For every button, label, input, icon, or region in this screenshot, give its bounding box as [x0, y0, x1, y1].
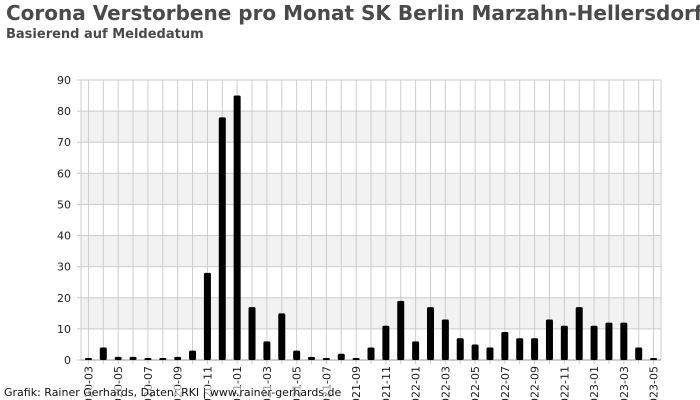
bar-2020-12 [218, 117, 226, 360]
x-tick-label: 2022-07 [499, 366, 512, 400]
bar-2023-01 [590, 325, 598, 360]
y-tick-label: 0 [64, 354, 71, 367]
bar-2022-10 [545, 319, 553, 360]
y-tick-label: 80 [57, 105, 71, 118]
bar-2021-08 [337, 353, 345, 360]
bar-2022-05 [471, 344, 479, 360]
bar-2023-05 [650, 358, 658, 360]
bar-2020-05 [114, 356, 122, 360]
y-tick-label: 70 [57, 136, 71, 149]
bar-2022-07 [501, 332, 509, 360]
bar-2020-08 [159, 358, 167, 360]
x-tick-label: 2023-05 [648, 366, 661, 400]
x-tick-label: 2022-01 [410, 366, 423, 400]
bar-2021-12 [397, 300, 405, 360]
bar-2020-03 [84, 358, 92, 360]
y-tick-label: 20 [57, 292, 71, 305]
x-tick-label: 2022-03 [439, 366, 452, 400]
bar-2021-05 [293, 350, 301, 360]
bar-2021-03 [263, 341, 271, 360]
bar-2023-03 [620, 322, 628, 360]
bar-2020-06 [129, 356, 137, 360]
bar-2021-11 [382, 325, 390, 360]
y-tick-label: 30 [57, 261, 71, 274]
source-credit: Grafik: Rainer Gerhards, Daten: RKI | ww… [4, 386, 342, 399]
bar-2022-01 [412, 341, 420, 360]
y-tick-label: 50 [57, 198, 71, 211]
bar-2022-03 [441, 319, 449, 360]
bar-2021-01 [233, 95, 241, 361]
bar-2021-07 [322, 358, 330, 360]
bars [84, 95, 658, 361]
bar-2022-09 [531, 338, 539, 360]
bar-2020-04 [99, 347, 107, 360]
bar-2021-04 [278, 313, 286, 360]
bar-2022-11 [560, 325, 568, 360]
x-tick-label: 2021-11 [380, 366, 393, 400]
bar-2020-11 [203, 272, 211, 360]
bar-2022-02 [426, 307, 434, 360]
bar-2021-09 [352, 358, 360, 360]
bar-2022-06 [486, 347, 494, 360]
x-tick-label: 2022-05 [469, 366, 482, 400]
chart-title: Corona Verstorbene pro Monat SK Berlin M… [6, 1, 700, 25]
y-tick-label: 40 [57, 230, 71, 243]
x-tick-label: 2022-09 [529, 366, 542, 400]
bar-2022-08 [516, 338, 524, 360]
y-tick-label: 90 [57, 74, 71, 87]
bar-2021-06 [308, 356, 316, 360]
bar-2021-02 [248, 307, 256, 360]
x-tick-label: 2021-09 [350, 366, 363, 400]
bar-2020-09 [174, 356, 182, 360]
bar-2023-02 [605, 322, 613, 360]
chart-subtitle: Basierend auf Meldedatum [6, 27, 204, 42]
bar-2020-10 [189, 350, 197, 360]
y-tick-label: 60 [57, 167, 71, 180]
y-tick-label: 10 [57, 323, 71, 336]
x-tick-label: 2023-01 [588, 366, 601, 400]
bar-2020-07 [144, 358, 152, 360]
y-axis-ticks: 0 10 20 30 40 50 60 70 80 90 [57, 74, 71, 367]
bar-2021-10 [367, 347, 375, 360]
x-tick-label: 2023-03 [618, 366, 631, 400]
bar-2022-04 [456, 338, 464, 360]
bar-2022-12 [575, 307, 583, 360]
x-tick-label: 2022-11 [558, 366, 571, 400]
bar-2023-04 [635, 347, 643, 360]
